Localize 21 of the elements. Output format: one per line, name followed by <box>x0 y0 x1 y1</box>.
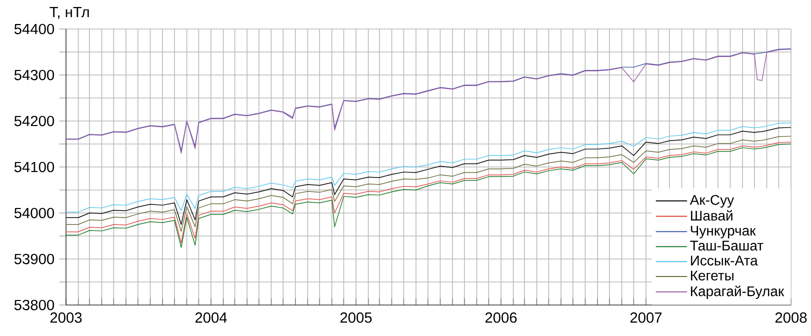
legend-label: Карагай-Булак <box>690 286 784 299</box>
legend-label: Таш-Башат <box>690 240 764 251</box>
y-tick-label: 54200 <box>14 116 54 126</box>
y-tick-label: 54400 <box>14 24 54 34</box>
y-tick-label: 54300 <box>14 70 54 80</box>
x-tick-label: 2006 <box>485 312 517 323</box>
x-tick-label: 2003 <box>50 312 82 323</box>
y-tick-label: 53900 <box>14 254 54 264</box>
x-tick-label: 2007 <box>630 312 662 323</box>
legend-label: Чункурчак <box>690 226 756 238</box>
y-tick-label: 54000 <box>14 208 54 218</box>
x-tick-label: 2004 <box>195 312 227 323</box>
legend-label: Шавай <box>690 210 732 221</box>
x-tick-label: 2005 <box>340 312 372 323</box>
legend-label: Кегеты <box>690 270 734 280</box>
legend-label: Ак-Суу <box>690 194 734 208</box>
y-tick-label: 53800 <box>14 300 54 310</box>
legend-label: Иссык-Ата <box>690 256 758 266</box>
x-tick-label: 2008 <box>775 312 807 323</box>
y-tick-label: 54100 <box>14 162 54 172</box>
y-axis-title: T, нТл <box>50 7 89 19</box>
